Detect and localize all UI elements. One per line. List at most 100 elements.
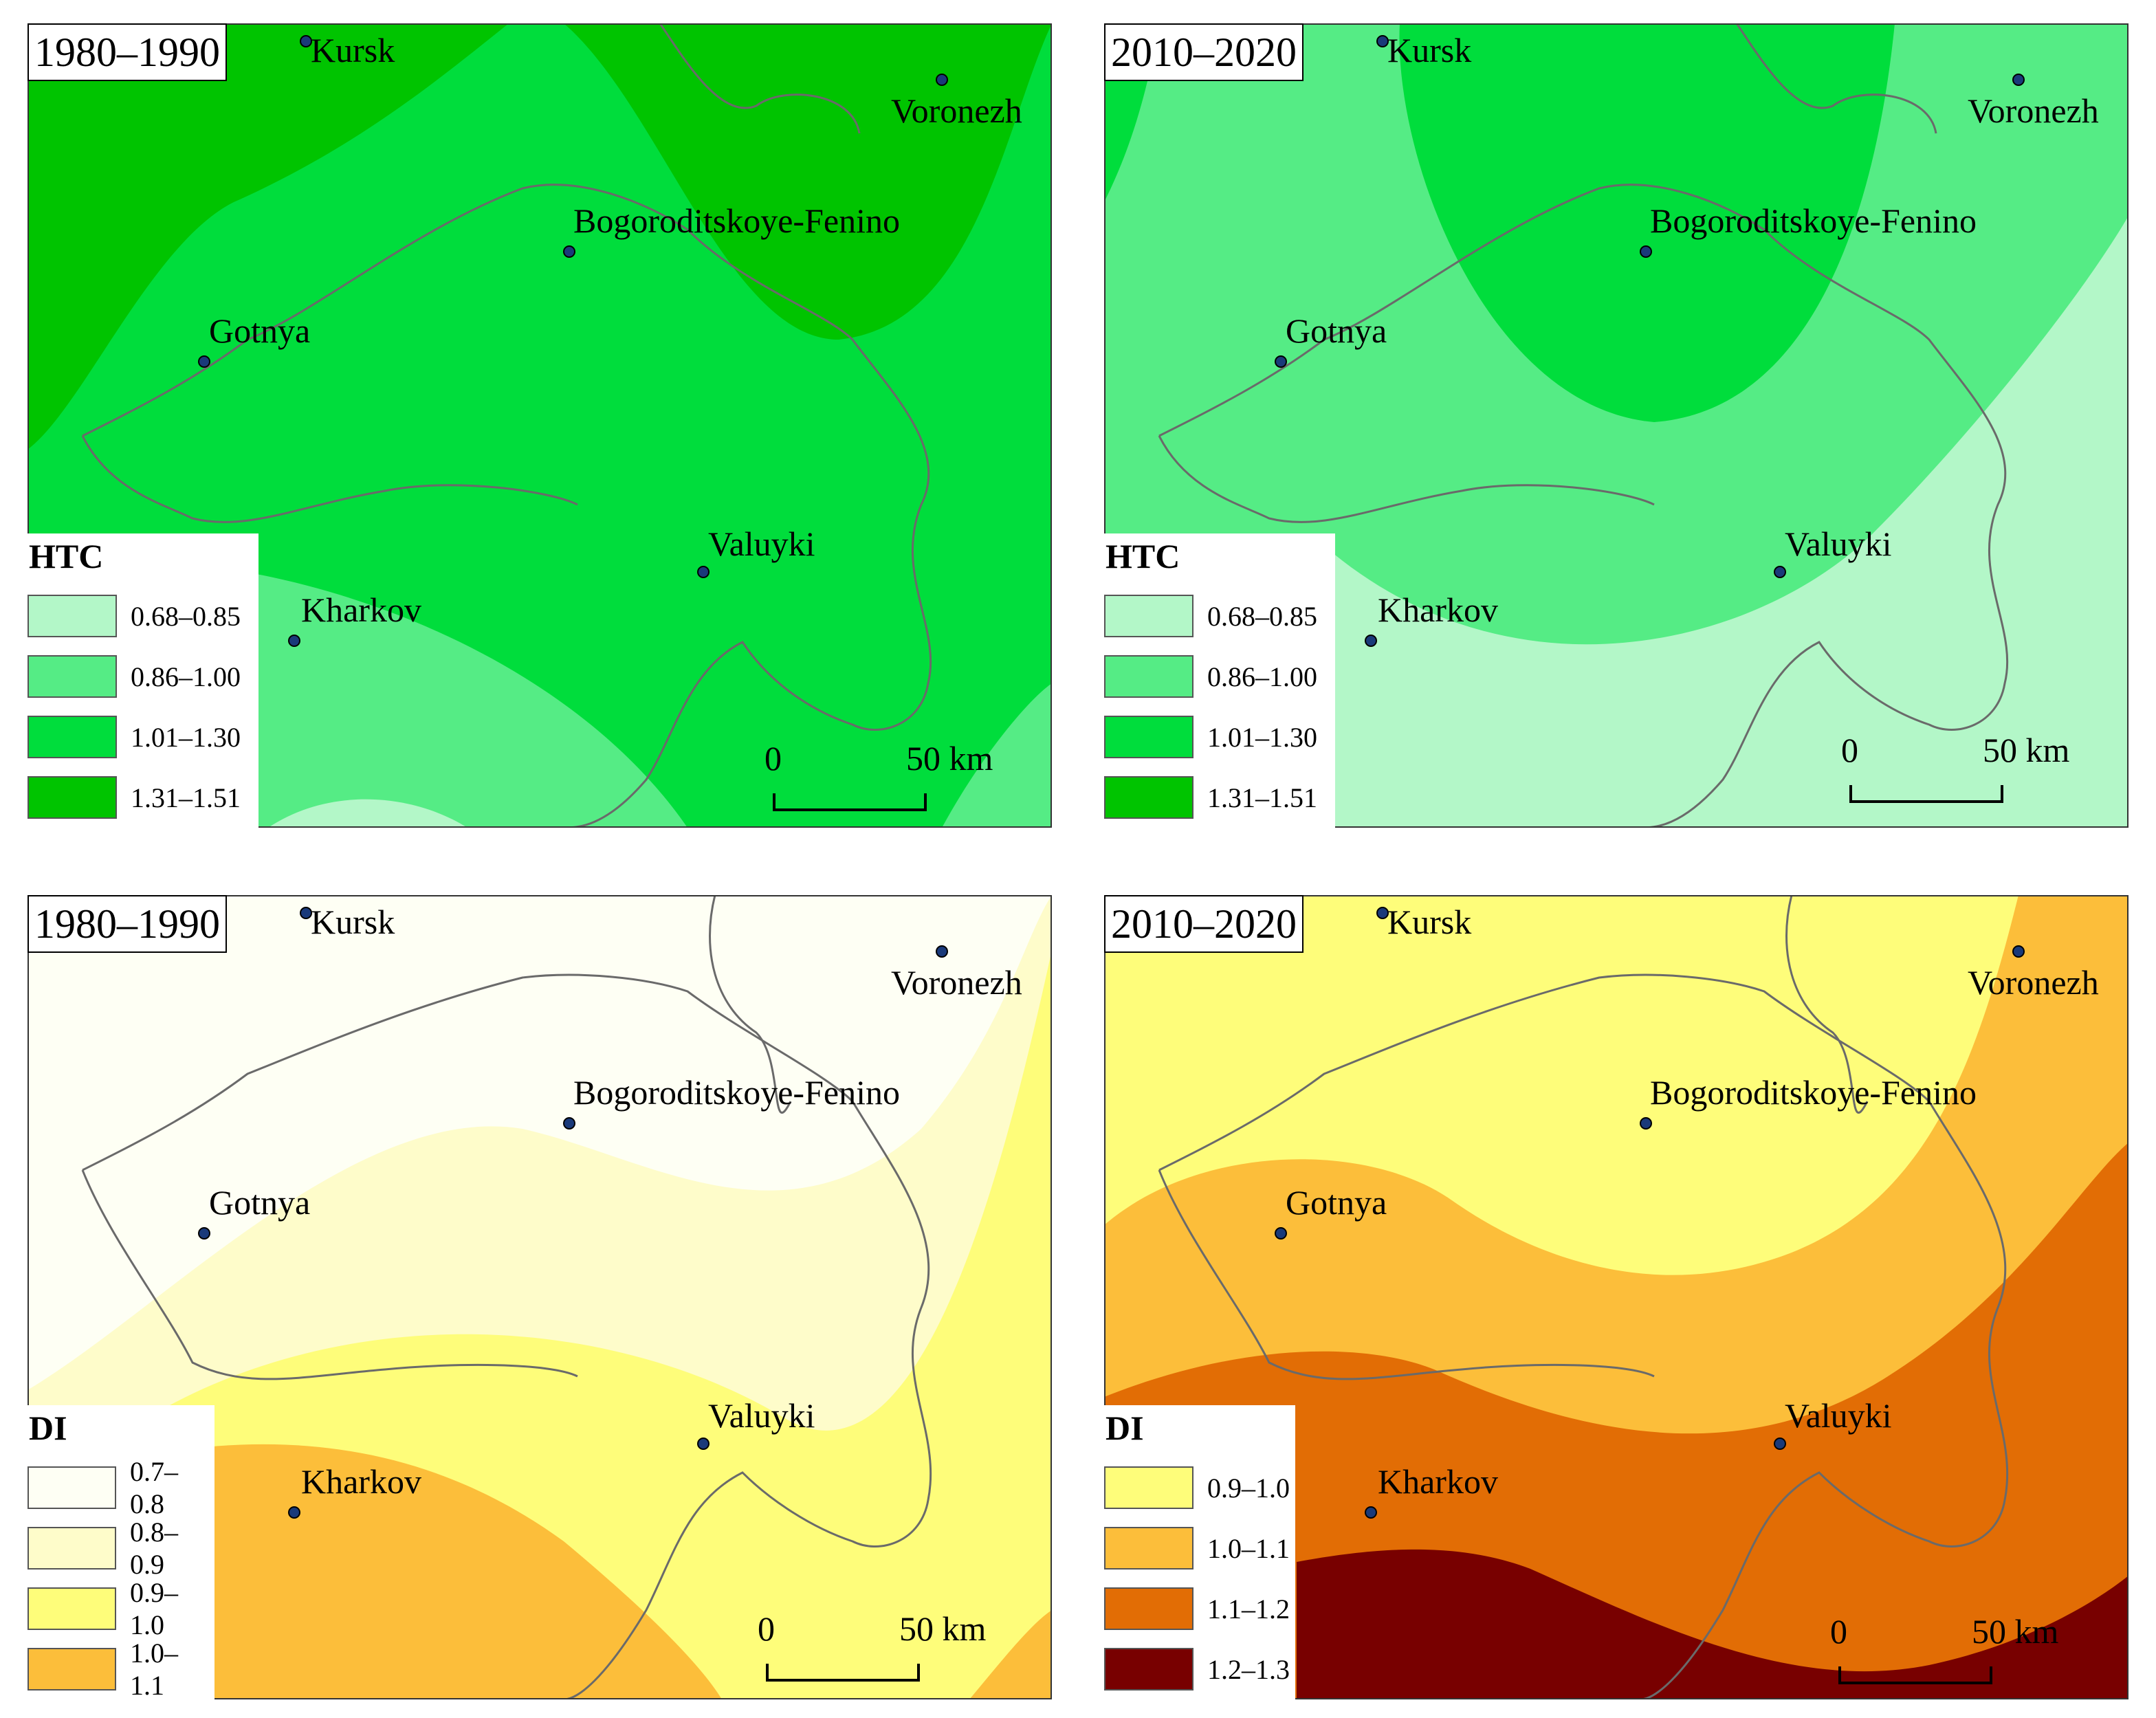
city-marker-kharkov bbox=[288, 635, 300, 647]
zone-htc-0.68-0.85-south bbox=[268, 799, 468, 828]
legend-item: 1.01–1.30 bbox=[1104, 707, 1335, 767]
period-label: 2010–2020 bbox=[1104, 23, 1304, 81]
zone-htc-1.31-1.51-northeast bbox=[564, 23, 1052, 340]
city-label-voronezh: Voronezh bbox=[891, 91, 1022, 130]
legend-swatch bbox=[1104, 1648, 1194, 1691]
city-marker-voronezh bbox=[2012, 74, 2025, 86]
legend-swatch bbox=[28, 716, 117, 758]
city-label-kursk: Kursk bbox=[1387, 31, 1472, 69]
legend-swatch bbox=[1104, 1527, 1194, 1570]
city-marker-gotnya bbox=[1275, 1227, 1287, 1240]
city-marker-kharkov bbox=[1365, 635, 1377, 647]
zone-htc-1.01-1.30-north bbox=[1399, 23, 1895, 422]
legend-swatch bbox=[1104, 716, 1194, 758]
map-frame bbox=[28, 895, 1052, 1699]
city-marker-valuyki bbox=[697, 566, 710, 578]
city-label-kharkov: Kharkov bbox=[301, 1462, 421, 1501]
legend-title: DI bbox=[29, 1409, 67, 1447]
legend-item: 0.7–0.8 bbox=[28, 1456, 214, 1519]
city-label-gotnya: Gotnya bbox=[209, 1183, 311, 1222]
scale-end: 50 km bbox=[1983, 731, 2070, 769]
legend-item: 0.68–0.85 bbox=[28, 586, 258, 646]
legend-label: 0.68–0.85 bbox=[1207, 600, 1317, 632]
legend-label: 1.01–1.30 bbox=[1207, 721, 1317, 753]
region-border-north bbox=[1785, 895, 1869, 1114]
city-marker-kursk bbox=[300, 35, 312, 47]
city-marker-bogorod bbox=[1640, 1117, 1652, 1130]
htc-map-1980-1990: 1980–1990 Kursk Voronezh Bogoroditskoye-… bbox=[28, 23, 1052, 828]
city-marker-kursk bbox=[1376, 35, 1389, 47]
legend-swatch bbox=[28, 1466, 116, 1509]
region-border-southwest bbox=[1158, 435, 1655, 523]
city-marker-valuyki bbox=[1774, 1438, 1786, 1450]
city-marker-bogorod bbox=[1640, 245, 1652, 258]
legend-label: 0.86–1.00 bbox=[131, 661, 241, 692]
di-legend: DI 0.7–0.8 0.8–0.9 0.9–1.0 1.0–1.1 bbox=[28, 1405, 214, 1701]
legend-item: 0.9–1.0 bbox=[1104, 1457, 1295, 1518]
scale-zero: 0 bbox=[1841, 731, 1858, 769]
legend-swatch bbox=[28, 595, 117, 637]
region-border-north bbox=[709, 895, 792, 1114]
legend-swatch bbox=[28, 1648, 116, 1691]
period-label: 1980–1990 bbox=[28, 895, 227, 953]
city-marker-kursk bbox=[1376, 907, 1389, 919]
htc-legend: HTC 0.68–0.85 0.86–1.00 1.01–1.30 1.31–1… bbox=[1104, 533, 1335, 828]
legend-label: 1.31–1.51 bbox=[131, 782, 241, 813]
scale-zero: 0 bbox=[764, 739, 782, 778]
scale-zero: 0 bbox=[1830, 1612, 1847, 1651]
city-label-valuyki: Valuyki bbox=[1785, 1396, 1892, 1435]
zone-di-1.0-1.1-southeast bbox=[969, 1610, 1052, 1699]
city-label-voronezh: Voronezh bbox=[1968, 963, 2099, 1002]
region-border-north bbox=[659, 23, 861, 134]
scale-end: 50 km bbox=[906, 739, 993, 778]
legend-swatch bbox=[28, 776, 117, 819]
city-marker-voronezh bbox=[2012, 945, 2025, 958]
legend-title: DI bbox=[1106, 1409, 1144, 1447]
city-label-voronezh: Voronezh bbox=[1968, 91, 2099, 130]
legend-item: 1.01–1.30 bbox=[28, 707, 258, 767]
di-map-2010-2020-canvas bbox=[1104, 895, 2128, 1699]
region-border-southwest bbox=[81, 1169, 578, 1380]
legend-item: 1.1–1.2 bbox=[1104, 1578, 1295, 1639]
city-label-kharkov: Kharkov bbox=[1378, 1462, 1498, 1501]
legend-item: 0.9–1.0 bbox=[28, 1577, 214, 1640]
di-map-1980-1990: 1980–1990 Kursk Voronezh Bogoroditskoye-… bbox=[28, 895, 1052, 1701]
legend-label: 0.86–1.00 bbox=[1207, 661, 1317, 692]
city-marker-bogorod bbox=[563, 1117, 575, 1130]
city-label-voronezh: Voronezh bbox=[891, 963, 1022, 1002]
city-marker-voronezh bbox=[936, 74, 948, 86]
legend-swatch bbox=[1104, 1466, 1194, 1509]
legend-label: 1.0–1.1 bbox=[129, 1638, 178, 1701]
period-label: 2010–2020 bbox=[1104, 895, 1304, 953]
legend-label: 0.8–0.9 bbox=[129, 1517, 178, 1580]
city-label-bogorod: Bogoroditskoye-Fenino bbox=[1650, 201, 1977, 240]
city-label-gotnya: Gotnya bbox=[1286, 1183, 1387, 1222]
region-border bbox=[1158, 973, 2009, 1699]
city-marker-kursk bbox=[300, 907, 312, 919]
city-marker-valuyki bbox=[1774, 566, 1786, 578]
region-border-southwest bbox=[1158, 1169, 1655, 1380]
region-border bbox=[82, 973, 932, 1699]
legend-item: 0.86–1.00 bbox=[28, 646, 258, 707]
legend-label: 0.9–1.0 bbox=[1207, 1472, 1290, 1504]
city-marker-kharkov bbox=[1365, 1506, 1377, 1519]
map-frame bbox=[28, 23, 1052, 828]
legend-label: 1.0–1.1 bbox=[1207, 1532, 1290, 1564]
region-border-southwest bbox=[81, 435, 578, 523]
htc-legend: HTC 0.68–0.85 0.86–1.00 1.01–1.30 1.31–1… bbox=[28, 533, 258, 828]
city-marker-valuyki bbox=[697, 1438, 710, 1450]
di-map-2010-2020: 2010–2020 Kursk Voronezh Bogoroditskoye-… bbox=[1104, 895, 2128, 1699]
legend-label: 1.1–1.2 bbox=[1207, 1593, 1290, 1625]
period-label: 1980–1990 bbox=[28, 23, 227, 81]
city-marker-kharkov bbox=[288, 1506, 300, 1519]
zone-htc-0.68-0.85-southeast bbox=[1324, 216, 2128, 828]
legend-item: 1.0–1.1 bbox=[1104, 1518, 1295, 1578]
city-label-valuyki: Valuyki bbox=[708, 525, 815, 563]
zone-di-1.2-1.3 bbox=[1297, 1549, 2128, 1699]
city-label-bogorod: Bogoroditskoye-Fenino bbox=[1650, 1073, 1977, 1112]
legend-title: HTC bbox=[29, 537, 104, 575]
scale-zero: 0 bbox=[758, 1609, 775, 1648]
legend-item: 1.0–1.1 bbox=[28, 1638, 214, 1701]
legend-label: 0.68–0.85 bbox=[131, 600, 241, 632]
legend-label: 1.2–1.3 bbox=[1207, 1653, 1290, 1685]
